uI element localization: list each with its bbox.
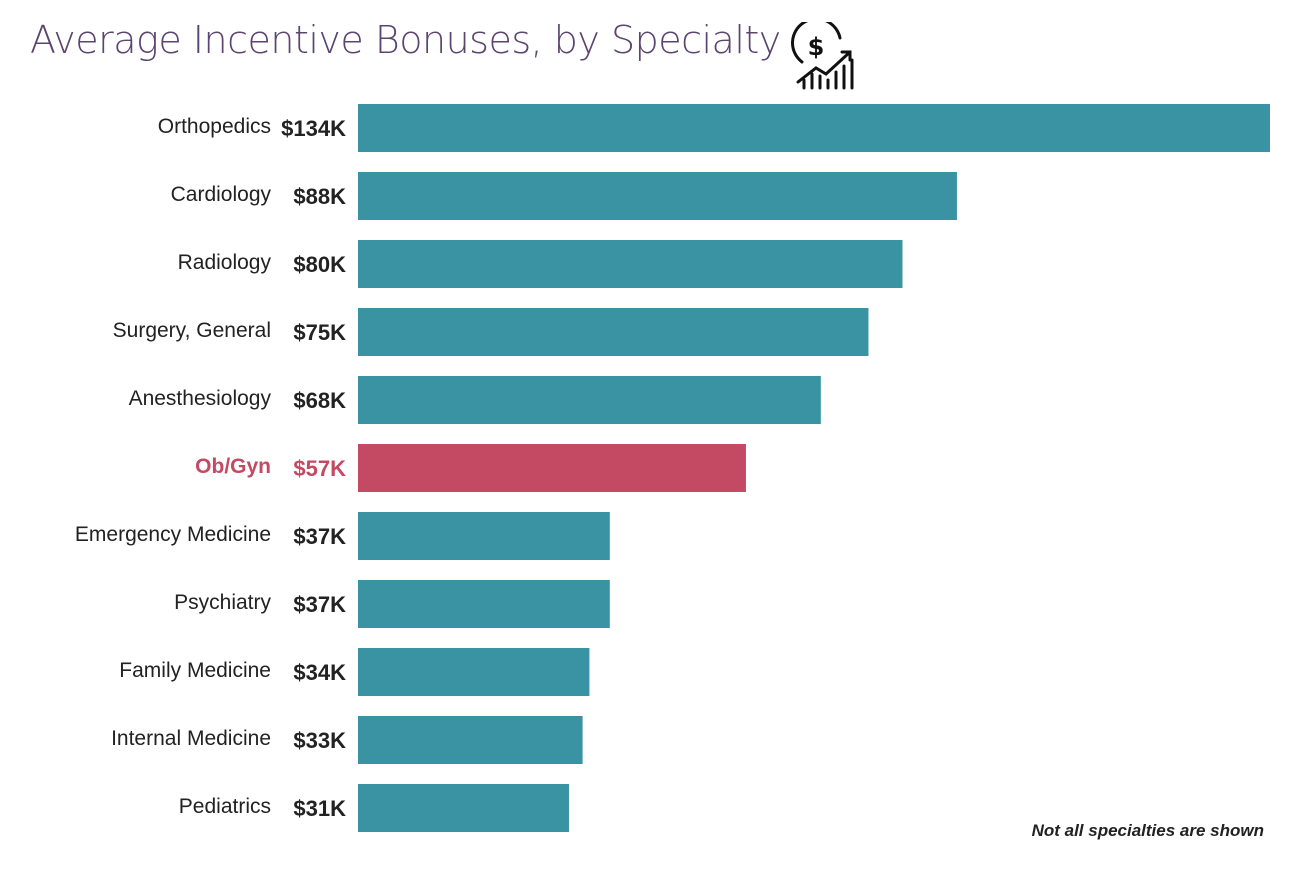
value-label: $134K: [281, 116, 346, 141]
category-label: Pediatrics: [179, 795, 271, 818]
value-label: $68K: [293, 388, 346, 413]
bar-ob-gyn: [358, 444, 746, 492]
bar-internal-medicine: [358, 716, 583, 764]
bar-radiology: [358, 240, 903, 288]
category-label: Ob/Gyn: [195, 455, 271, 478]
value-label: $37K: [293, 524, 346, 549]
category-label: Emergency Medicine: [75, 523, 271, 546]
value-label: $31K: [293, 796, 346, 821]
bar-cardiology: [358, 172, 957, 220]
value-label: $57K: [293, 456, 346, 481]
value-label: $88K: [293, 184, 346, 209]
bar-psychiatry: [358, 580, 610, 628]
category-label: Orthopedics: [158, 115, 271, 138]
category-label: Radiology: [178, 251, 272, 274]
value-label: $80K: [293, 252, 346, 277]
chart-note: Not all specialties are shown: [1031, 821, 1264, 840]
category-label: Cardiology: [171, 183, 272, 206]
category-label: Psychiatry: [174, 591, 271, 614]
svg-text:$: $: [808, 33, 825, 61]
money-growth-icon: $: [791, 22, 854, 90]
bar-pediatrics: [358, 784, 569, 832]
value-label: $37K: [293, 592, 346, 617]
value-label: $33K: [293, 728, 346, 753]
bar-emergency-medicine: [358, 512, 610, 560]
category-label: Family Medicine: [119, 659, 271, 682]
category-label: Internal Medicine: [111, 727, 271, 750]
chart-title: Average Incentive Bonuses, by Specialty: [30, 18, 781, 62]
bar-family-medicine: [358, 648, 590, 696]
value-label: $75K: [293, 320, 346, 345]
bar-surgery-general: [358, 308, 869, 356]
value-label: $34K: [293, 660, 346, 685]
bar-anesthesiology: [358, 376, 821, 424]
category-label: Surgery, General: [113, 319, 271, 342]
category-label: Anesthesiology: [129, 387, 272, 410]
bar-orthopedics: [358, 104, 1270, 152]
